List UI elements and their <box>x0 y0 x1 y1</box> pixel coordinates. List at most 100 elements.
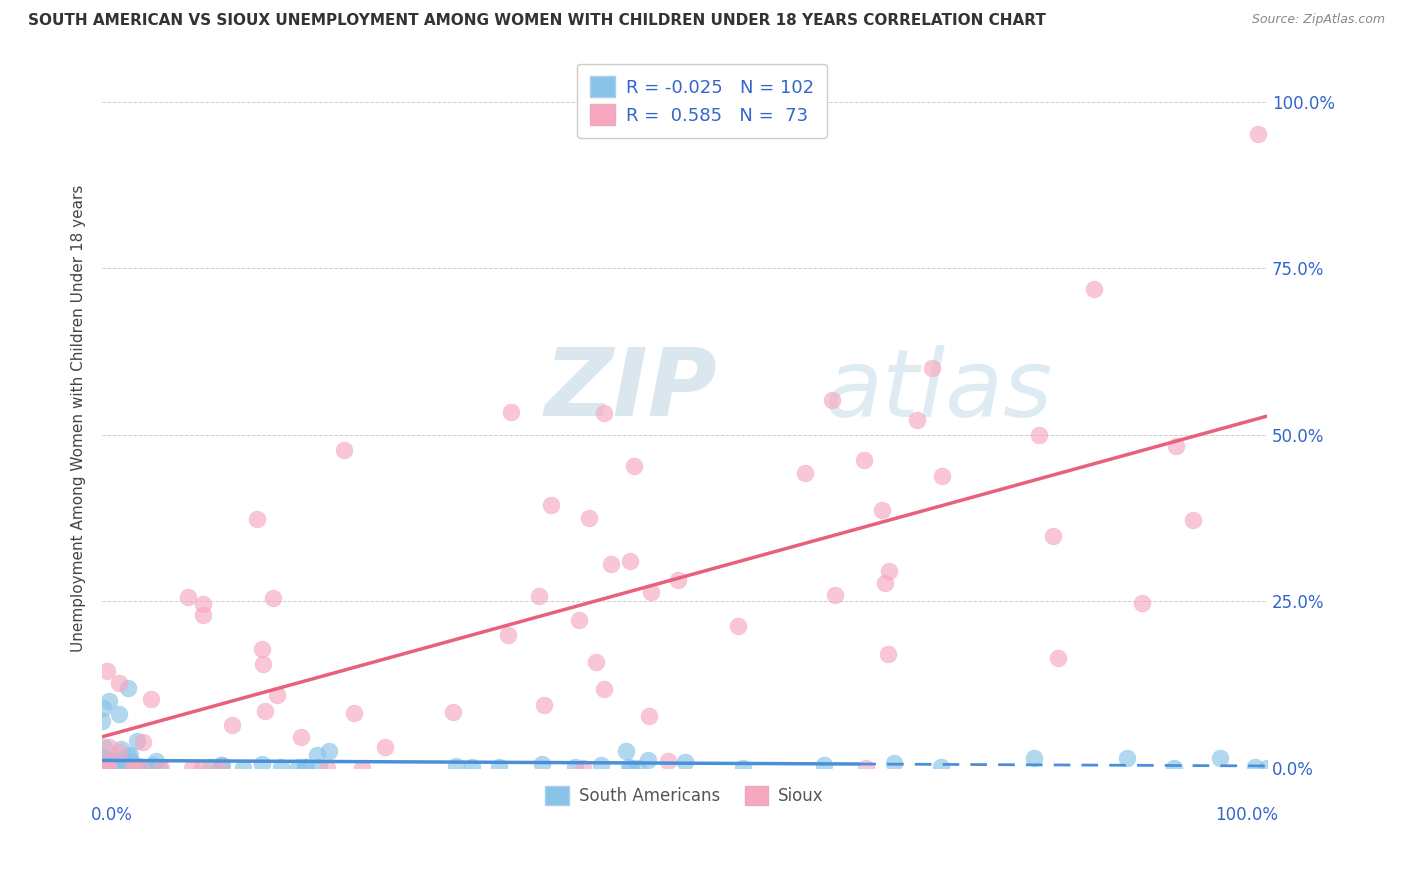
Point <box>533 698 555 712</box>
Point <box>343 706 366 720</box>
Point <box>100 759 122 773</box>
Point <box>96 664 118 678</box>
Point <box>139 692 162 706</box>
Point <box>211 758 233 772</box>
Point <box>444 758 467 772</box>
Point <box>287 760 309 774</box>
Point <box>96 761 118 775</box>
Point <box>108 745 131 759</box>
Point <box>638 709 661 723</box>
Point <box>572 761 595 775</box>
Point <box>122 759 145 773</box>
Point <box>104 760 127 774</box>
Point <box>117 749 139 764</box>
Point <box>824 588 846 602</box>
Point <box>96 761 118 775</box>
Point <box>125 761 148 775</box>
Point <box>627 761 650 775</box>
Point <box>91 758 114 772</box>
Point <box>461 760 484 774</box>
Point <box>97 759 120 773</box>
Point <box>110 741 132 756</box>
Point <box>1042 529 1064 543</box>
Point <box>107 707 129 722</box>
Point <box>592 681 614 696</box>
Point <box>91 760 114 774</box>
Point <box>145 754 167 768</box>
Point <box>91 714 114 728</box>
Point <box>105 759 128 773</box>
Point <box>499 405 522 419</box>
Point <box>94 761 117 775</box>
Point <box>599 557 621 571</box>
Point <box>877 647 900 661</box>
Point <box>496 628 519 642</box>
Point <box>1256 761 1278 775</box>
Point <box>121 758 143 772</box>
Point <box>191 608 214 623</box>
Point <box>619 553 641 567</box>
Point <box>1209 751 1232 765</box>
Point <box>1246 127 1268 141</box>
Point <box>193 597 215 611</box>
Point <box>129 761 152 775</box>
Point <box>94 760 117 774</box>
Point <box>110 753 132 767</box>
Point <box>96 755 118 769</box>
Point <box>266 688 288 702</box>
Point <box>142 758 165 772</box>
Point <box>148 760 170 774</box>
Point <box>93 739 115 754</box>
Point <box>101 760 124 774</box>
Point <box>100 760 122 774</box>
Point <box>673 755 696 769</box>
Point <box>108 756 131 771</box>
Point <box>91 751 114 765</box>
Point <box>91 759 114 773</box>
Point <box>91 761 114 775</box>
Text: Source: ZipAtlas.com: Source: ZipAtlas.com <box>1251 13 1385 27</box>
Point <box>98 759 121 773</box>
Point <box>117 681 139 695</box>
Point <box>929 760 952 774</box>
Legend: South Americans, Sioux: South Americans, Sioux <box>538 780 831 812</box>
Point <box>112 761 135 775</box>
Point <box>290 730 312 744</box>
Point <box>94 760 117 774</box>
Y-axis label: Unemployment Among Women with Children Under 18 years: Unemployment Among Women with Children U… <box>72 185 86 652</box>
Point <box>124 761 146 775</box>
Point <box>91 761 114 775</box>
Point <box>813 757 835 772</box>
Point <box>1046 650 1069 665</box>
Point <box>134 760 156 774</box>
Point <box>107 758 129 772</box>
Point <box>103 760 125 774</box>
Point <box>124 761 146 775</box>
Point <box>181 761 204 775</box>
Point <box>870 503 893 517</box>
Point <box>441 705 464 719</box>
Point <box>94 760 117 774</box>
Point <box>852 453 875 467</box>
Point <box>114 756 136 771</box>
Point <box>98 739 121 754</box>
Point <box>527 589 550 603</box>
Point <box>333 442 356 457</box>
Point <box>623 459 645 474</box>
Point <box>578 511 600 525</box>
Point <box>794 466 817 480</box>
Point <box>318 744 340 758</box>
Point <box>110 761 132 775</box>
Point <box>105 759 128 773</box>
Point <box>1244 760 1267 774</box>
Point <box>727 618 749 632</box>
Point <box>637 754 659 768</box>
Point <box>250 757 273 772</box>
Point <box>91 758 114 772</box>
Point <box>617 759 640 773</box>
Point <box>1083 283 1105 297</box>
Point <box>1166 439 1188 453</box>
Point <box>107 760 129 774</box>
Point <box>731 761 754 775</box>
Text: 0.0%: 0.0% <box>90 806 132 824</box>
